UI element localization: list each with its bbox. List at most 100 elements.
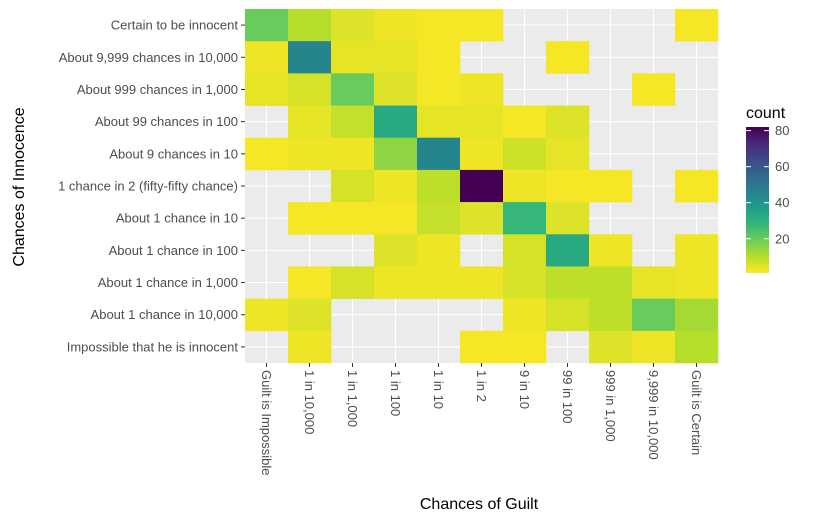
y-tick-label: 1 chance in 2 (fifty-fifty chance)	[58, 179, 238, 194]
heatmap-tile	[245, 41, 289, 74]
x-tick-label: 9 in 10	[517, 370, 532, 409]
heatmap-tile	[460, 9, 504, 42]
heatmap-tile	[503, 266, 547, 299]
heatmap-tile	[632, 266, 676, 299]
heatmap-tile	[632, 298, 676, 332]
heatmap-tile	[288, 266, 332, 299]
heatmap-tile	[546, 266, 590, 299]
heatmap-tile	[374, 234, 418, 267]
heatmap-tile	[546, 234, 590, 267]
heatmap-tile	[675, 9, 719, 42]
x-tick-label: 1 in 10,000	[302, 370, 317, 434]
y-tick-label: About 99 chances in 100	[95, 114, 238, 129]
heatmap-tile	[503, 330, 547, 364]
heatmap-tile	[460, 73, 504, 106]
heatmap-tile	[460, 330, 504, 364]
heatmap-tile	[460, 105, 504, 139]
heatmap-tile	[546, 137, 590, 171]
x-tick-label: 1 in 2	[474, 370, 489, 402]
heatmap-tile	[331, 202, 375, 235]
x-tick-label: 99 in 100	[560, 370, 575, 424]
y-axis-title: Chances of Innocence	[11, 107, 28, 266]
y-tick-label: About 999 chances in 1,000	[77, 82, 238, 97]
x-tick-label: 9,999 in 10,000	[646, 370, 661, 460]
legend-colorbar	[746, 127, 769, 273]
legend-break-label: 20	[775, 231, 789, 246]
x-axis: Guilt is Impossible 1 in 10,000 1 in 1,000…	[259, 363, 704, 475]
heatmap-tile	[331, 105, 375, 139]
heatmap-tile	[288, 298, 332, 332]
heatmap-tile	[374, 73, 418, 106]
heatmap-tile	[460, 202, 504, 235]
heatmap-tile	[417, 41, 461, 74]
heatmap-tile	[546, 298, 590, 332]
heatmap-tile	[245, 137, 289, 171]
heatmap-tile	[632, 330, 676, 364]
heatmap-tiles	[245, 9, 719, 364]
heatmap-tile	[288, 73, 332, 106]
heatmap-tile	[546, 41, 590, 74]
heatmap-tile	[632, 73, 676, 106]
heatmap-tile	[589, 234, 633, 267]
heatmap-tile	[417, 137, 461, 171]
heatmap-tile	[675, 169, 719, 203]
heatmap-tile	[417, 105, 461, 139]
heatmap-tile	[331, 9, 375, 42]
heatmap-tile	[675, 266, 719, 299]
heatmap-tile	[589, 266, 633, 299]
color-legend: count 20 40 60 80	[746, 105, 789, 273]
heatmap-tile	[460, 266, 504, 299]
heatmap-tile	[546, 105, 590, 139]
heatmap-tile	[675, 298, 719, 332]
heatmap-tile	[245, 73, 289, 106]
heatmap-tile	[374, 266, 418, 299]
heatmap-tile	[417, 9, 461, 42]
x-tick-label: 999 in 1,000	[603, 370, 618, 442]
heatmap-tile	[503, 298, 547, 332]
heatmap-tile	[374, 9, 418, 42]
heatmap-tile	[503, 234, 547, 267]
heatmap-tile	[331, 266, 375, 299]
heatmap-tile	[417, 73, 461, 106]
x-tick-label: 1 in 100	[388, 370, 403, 416]
heatmap-tile	[331, 41, 375, 74]
heatmap-tile	[374, 137, 418, 171]
y-tick-label: Certain to be innocent	[111, 18, 239, 33]
heatmap-tile	[417, 169, 461, 203]
y-tick-label: About 9,999 chances in 10,000	[59, 50, 238, 65]
x-tick-label: 1 in 10	[431, 370, 446, 409]
legend-break-label: 80	[775, 123, 789, 138]
heatmap-tile	[417, 266, 461, 299]
heatmap-tile	[503, 137, 547, 171]
heatmap-tile	[245, 298, 289, 332]
y-axis: Certain to be innocent About 9,999 chance…	[58, 18, 245, 354]
x-tick-label: Guilt is Certain	[689, 370, 704, 455]
legend-break-label: 40	[775, 195, 789, 210]
x-tick-label: Guilt is Impossible	[259, 370, 274, 475]
heatmap-tile	[288, 330, 332, 364]
heatmap-tile	[589, 169, 633, 203]
heatmap-tile	[417, 202, 461, 235]
y-tick-label: Impossible that he is innocent	[67, 339, 239, 354]
heatmap-tile	[503, 105, 547, 139]
y-tick-label: About 9 chances in 10	[109, 146, 238, 161]
legend-ticks: 20 40 60 80	[746, 123, 789, 246]
x-axis-title: Chances of Guilt	[420, 496, 539, 513]
heatmap-tile	[288, 9, 332, 42]
heatmap-tile	[374, 105, 418, 139]
heatmap-tile	[374, 41, 418, 74]
heatmap-tile	[460, 169, 504, 203]
legend-break-label: 60	[775, 159, 789, 174]
heatmap-tile	[589, 330, 633, 364]
heatmap-tile	[331, 169, 375, 203]
heatmap-tile	[374, 169, 418, 203]
heatmap-tile	[288, 137, 332, 171]
heatmap-tile	[417, 234, 461, 267]
heatmap-tile	[503, 169, 547, 203]
heatmap-tile	[675, 330, 719, 364]
x-tick-label: 1 in 1,000	[345, 370, 360, 427]
heatmap-tile	[245, 9, 289, 42]
heatmap-tile	[288, 41, 332, 74]
heatmap-tile	[288, 105, 332, 139]
